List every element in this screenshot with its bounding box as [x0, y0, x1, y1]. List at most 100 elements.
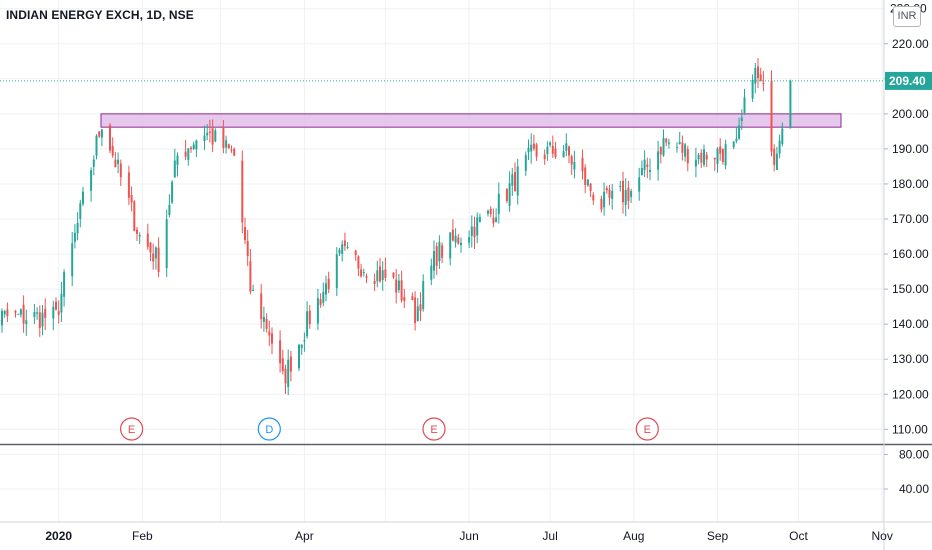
candle-body: [397, 280, 400, 291]
event-marker-label: E: [128, 424, 135, 436]
candle-body: [773, 148, 776, 165]
candle-body: [646, 164, 649, 167]
candle-body: [468, 237, 471, 243]
candle-body: [171, 181, 174, 203]
candle-body: [55, 301, 57, 310]
time-axis[interactable]: Dec2020FebAprJunJulAugSepOctNov: [0, 529, 893, 543]
candle-body: [495, 217, 498, 223]
candle-body: [449, 232, 452, 259]
price-axis[interactable]: 230.00220.00210.00200.00190.00180.00170.…: [884, 2, 932, 437]
candle-body: [184, 151, 187, 157]
currency-badge[interactable]: INR: [893, 6, 921, 27]
candle-body: [470, 226, 473, 236]
candle-body: [411, 296, 414, 301]
candle-body: [322, 291, 325, 303]
candle-body: [589, 183, 592, 191]
candle-body: [14, 310, 17, 313]
candle-body: [400, 280, 403, 301]
price-tick-label: 150.00: [892, 282, 929, 296]
candle-body: [373, 280, 376, 284]
candle-body: [341, 244, 344, 254]
candle-body: [130, 194, 133, 203]
candle-body: [457, 237, 460, 244]
candle-body: [17, 313, 20, 315]
price-tick-label: 190.00: [892, 142, 929, 156]
price-candles: [0, 58, 792, 396]
price-tick-label: 170.00: [892, 212, 929, 226]
event-marker-earnings[interactable]: E: [120, 417, 144, 441]
candle-body: [95, 135, 98, 156]
event-marker-earnings[interactable]: E: [635, 417, 659, 441]
candle-body: [732, 141, 735, 148]
candle-body: [419, 304, 422, 311]
candle-body: [608, 189, 611, 198]
candle-body: [392, 272, 395, 278]
candle-body: [111, 145, 114, 156]
candle-body: [52, 306, 55, 319]
candle-body: [19, 309, 22, 315]
event-marker-earnings[interactable]: E: [422, 417, 446, 441]
candle-body: [281, 358, 284, 371]
candle-body: [757, 66, 759, 79]
candle-body: [225, 140, 228, 148]
time-tick-label: Nov: [872, 529, 893, 543]
event-marker-circle: [422, 417, 446, 441]
event-marker-label: E: [644, 424, 651, 436]
candle-body: [703, 149, 705, 165]
candle-body: [492, 217, 495, 224]
candle-body: [57, 311, 60, 315]
candle-body: [246, 241, 249, 257]
candle-body: [119, 163, 122, 178]
price-tick-label: 140.00: [892, 317, 929, 331]
candle-body: [487, 210, 489, 214]
candle-body: [489, 208, 492, 215]
candle-body: [454, 235, 457, 243]
candle-body: [308, 310, 311, 325]
candle-body: [678, 142, 681, 144]
candle-body: [662, 137, 665, 156]
candle-body: [92, 159, 95, 167]
event-marker-circle: [257, 417, 281, 441]
candle-body: [63, 272, 66, 297]
price-tick-label: 180.00: [892, 177, 929, 191]
candle-body: [33, 312, 36, 318]
candle-body: [395, 279, 398, 293]
candle-body: [152, 253, 155, 262]
candle-body: [98, 131, 101, 137]
candle-body: [754, 67, 757, 84]
candle-body: [384, 269, 387, 278]
candle-body: [82, 191, 84, 204]
resistance-zone-layer: [100, 113, 842, 128]
candle-body: [657, 151, 660, 170]
volume-axis[interactable]: 80.00 40.00: [884, 448, 929, 497]
candle-body: [441, 245, 444, 258]
candle-body: [138, 235, 141, 237]
candle-body: [136, 229, 138, 234]
candle-body: [627, 187, 630, 202]
event-marker-circle: [635, 417, 659, 441]
candle-body: [611, 190, 614, 199]
candle-body: [659, 146, 662, 155]
time-tick-label: Oct: [789, 529, 808, 543]
candle-body: [700, 152, 703, 163]
candle-body: [724, 144, 727, 166]
price-tick-label: 200.00: [892, 107, 929, 121]
event-marker-dividend[interactable]: D: [257, 417, 281, 441]
time-tick-label: Jul: [542, 529, 557, 543]
candle-body: [532, 143, 535, 149]
candle-body: [260, 293, 263, 320]
candle-body: [71, 243, 74, 277]
candle-body: [543, 154, 546, 160]
candle-body: [133, 201, 136, 231]
candle-body: [73, 232, 76, 242]
candle-body: [230, 149, 233, 151]
candle-body: [581, 157, 584, 172]
candle-body: [298, 344, 300, 369]
candle-body: [781, 128, 784, 145]
time-tick-label: Sep: [707, 529, 729, 543]
candle-body: [586, 179, 589, 186]
candle-body: [524, 155, 527, 171]
candle-body: [154, 247, 157, 259]
candle-body: [649, 170, 651, 173]
